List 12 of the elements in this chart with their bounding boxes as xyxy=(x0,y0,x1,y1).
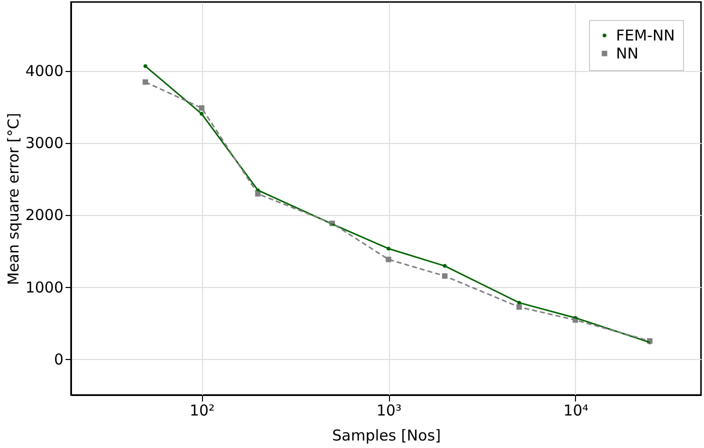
x-tick-label: 10⁴ xyxy=(563,402,588,420)
legend-label: FEM-NN xyxy=(616,26,675,44)
x-tick-label: 10³ xyxy=(376,402,402,420)
y-tick-label: 1000 xyxy=(25,278,64,296)
y-tick-label: 0 xyxy=(54,350,64,368)
y-axis-title: Mean square error [°C] xyxy=(4,112,22,286)
y-tick-label: 2000 xyxy=(25,206,64,224)
y-tick-label: 4000 xyxy=(25,62,64,80)
x-tick-label: 10² xyxy=(190,402,215,420)
x-axis-title: Samples [Nos] xyxy=(332,426,441,444)
legend-label: NN xyxy=(616,44,638,62)
y-tick-label: 3000 xyxy=(25,134,64,152)
